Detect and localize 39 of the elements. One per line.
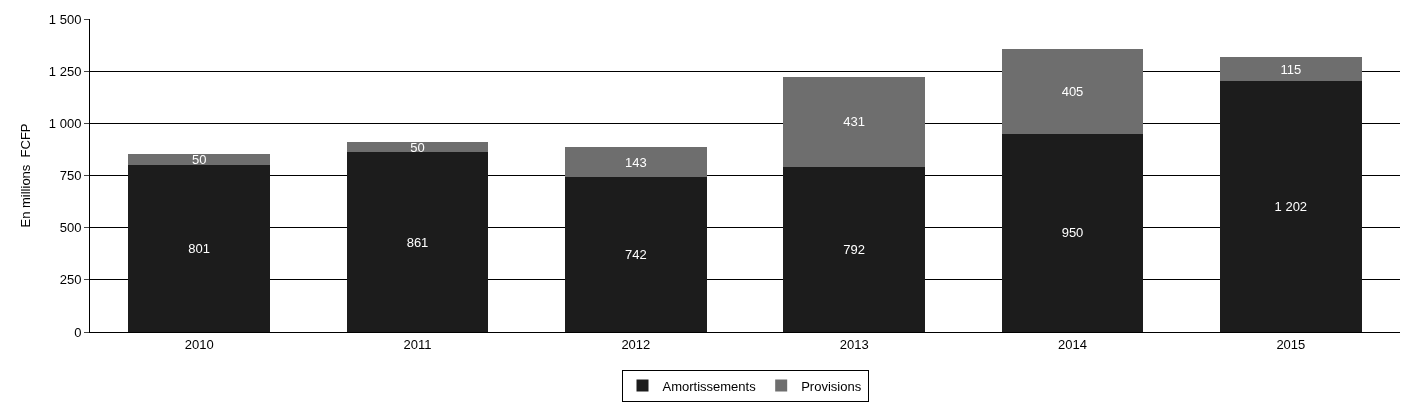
data-label: 50 bbox=[191, 152, 207, 168]
y-axis-title: En millions FCFP bbox=[17, 123, 33, 228]
data-label: 143 bbox=[624, 154, 647, 170]
y-tick-label: 1 500 bbox=[48, 11, 82, 27]
y-tick-label: 250 bbox=[59, 272, 82, 288]
data-label: 792 bbox=[843, 241, 866, 257]
x-tick-label: 2010 bbox=[184, 336, 214, 352]
legend-label: Amortissements bbox=[662, 378, 757, 394]
bar bbox=[346, 152, 489, 332]
bar bbox=[564, 177, 707, 332]
data-label: 861 bbox=[406, 234, 429, 250]
bar bbox=[1001, 49, 1144, 134]
bar bbox=[128, 164, 271, 332]
bar bbox=[1001, 133, 1144, 332]
x-tick-label: 2015 bbox=[1276, 336, 1306, 352]
x-tick-label: 2011 bbox=[403, 336, 432, 352]
data-label: 405 bbox=[1061, 84, 1084, 100]
bar bbox=[1219, 81, 1362, 332]
data-label: 1 202 bbox=[1274, 199, 1308, 215]
y-tick-label: 0 bbox=[74, 324, 82, 340]
y-tick-label: 500 bbox=[59, 220, 82, 236]
y-tick-label: 750 bbox=[59, 168, 82, 184]
bar bbox=[564, 147, 707, 178]
data-label: 801 bbox=[188, 240, 211, 256]
x-tick-label: 2012 bbox=[621, 336, 651, 352]
y-tick-label: 1 000 bbox=[48, 115, 82, 131]
y-tick-label: 1 250 bbox=[48, 63, 82, 79]
bar bbox=[1219, 57, 1362, 82]
data-label: 431 bbox=[843, 114, 866, 130]
data-label: 115 bbox=[1280, 61, 1302, 77]
x-tick-label: 2014 bbox=[1058, 336, 1087, 352]
data-label: 742 bbox=[624, 247, 647, 263]
bar bbox=[783, 76, 926, 167]
legend-label: Provisions bbox=[801, 378, 862, 394]
data-label: 950 bbox=[1061, 225, 1084, 241]
x-tick-label: 2013 bbox=[839, 336, 869, 352]
bar bbox=[128, 154, 271, 165]
data-label: 50 bbox=[410, 139, 425, 155]
bar bbox=[783, 166, 926, 332]
